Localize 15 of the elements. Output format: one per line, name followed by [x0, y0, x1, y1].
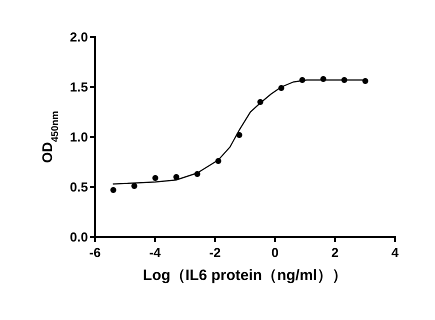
point [110, 187, 116, 193]
y-tick-label: 1.0 [70, 130, 88, 144]
y-tick-label: 0.5 [70, 180, 88, 194]
point [152, 175, 158, 181]
x-tick-label: 0 [271, 245, 279, 260]
point [131, 183, 138, 189]
y-tick-label: 1.5 [70, 80, 88, 94]
x-tick-label: 4 [391, 245, 400, 260]
x-axis-title: Log（IL6 protein（ng/ml）） [142, 267, 348, 284]
x-tick-label: -4 [149, 245, 162, 260]
x-tick-label: 2 [331, 245, 339, 260]
y-tick-label: 0.0 [70, 230, 88, 244]
x-tick-label: -6 [89, 245, 101, 260]
y-tick-label: 2.0 [70, 30, 88, 44]
x-tick-label: -2 [209, 245, 221, 260]
